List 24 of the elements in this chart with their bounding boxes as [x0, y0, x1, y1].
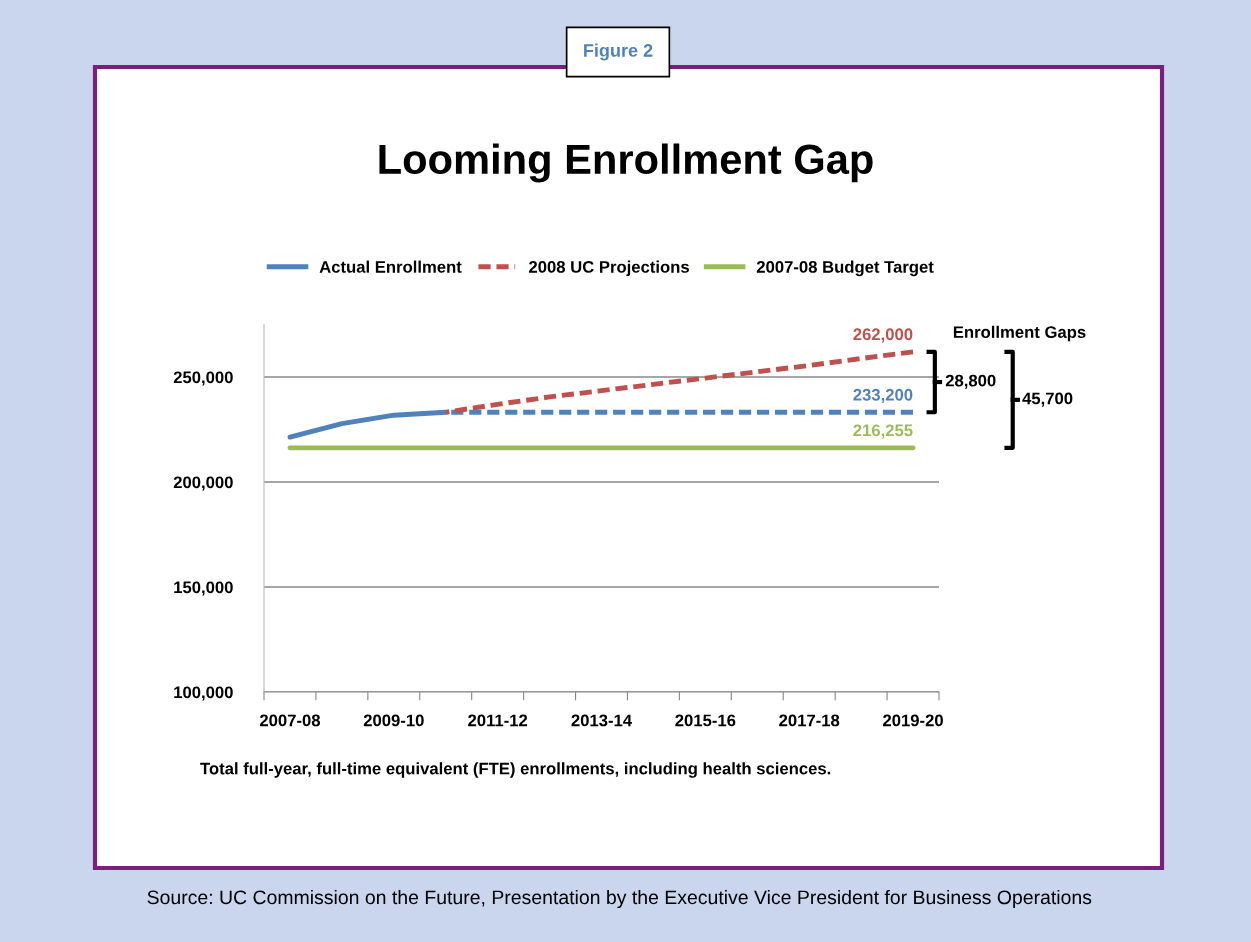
x-tick-label: 2013-14: [571, 714, 632, 727]
legend-label: 2007-08 Budget Target: [756, 260, 934, 277]
chart-title: Looming Enrollment Gap: [379, 143, 873, 183]
x-tick-label: 2019-20: [883, 714, 943, 727]
y-tick-label: 150,000: [174, 581, 233, 596]
text: 28,800: [945, 374, 996, 389]
x-tick-label: 2011-12: [468, 714, 528, 727]
x-tick-label: 2017-18: [779, 714, 840, 727]
x-tick-label: 2009-10: [363, 714, 424, 727]
x-tick-label: 2007-08: [259, 714, 321, 727]
text: Enrollment Gaps: [953, 325, 1086, 342]
text: 45,700: [1022, 392, 1073, 407]
legend-label: Actual Enrollment: [319, 260, 462, 273]
data-label: 233,200: [853, 388, 913, 404]
y-tick-label: 200,000: [173, 476, 233, 491]
y-tick-label: 250,000: [173, 371, 233, 386]
y-tick-label: 100,000: [174, 686, 233, 701]
legend-label: 2008 UC Projections: [529, 260, 689, 277]
data-label: 262,000: [853, 328, 913, 343]
text: Total full-year, full-time equivalent (FTE) enrollments, including health sciences.: [200, 762, 831, 778]
x-tick-label: 2015-16: [675, 714, 736, 727]
caption: Figure 2: [584, 43, 653, 61]
data-label: 216,255: [853, 424, 913, 439]
source-note: Source: UC Commission on the Future, Presentation by the Executive Vice President for Business Operations: [147, 889, 1092, 909]
